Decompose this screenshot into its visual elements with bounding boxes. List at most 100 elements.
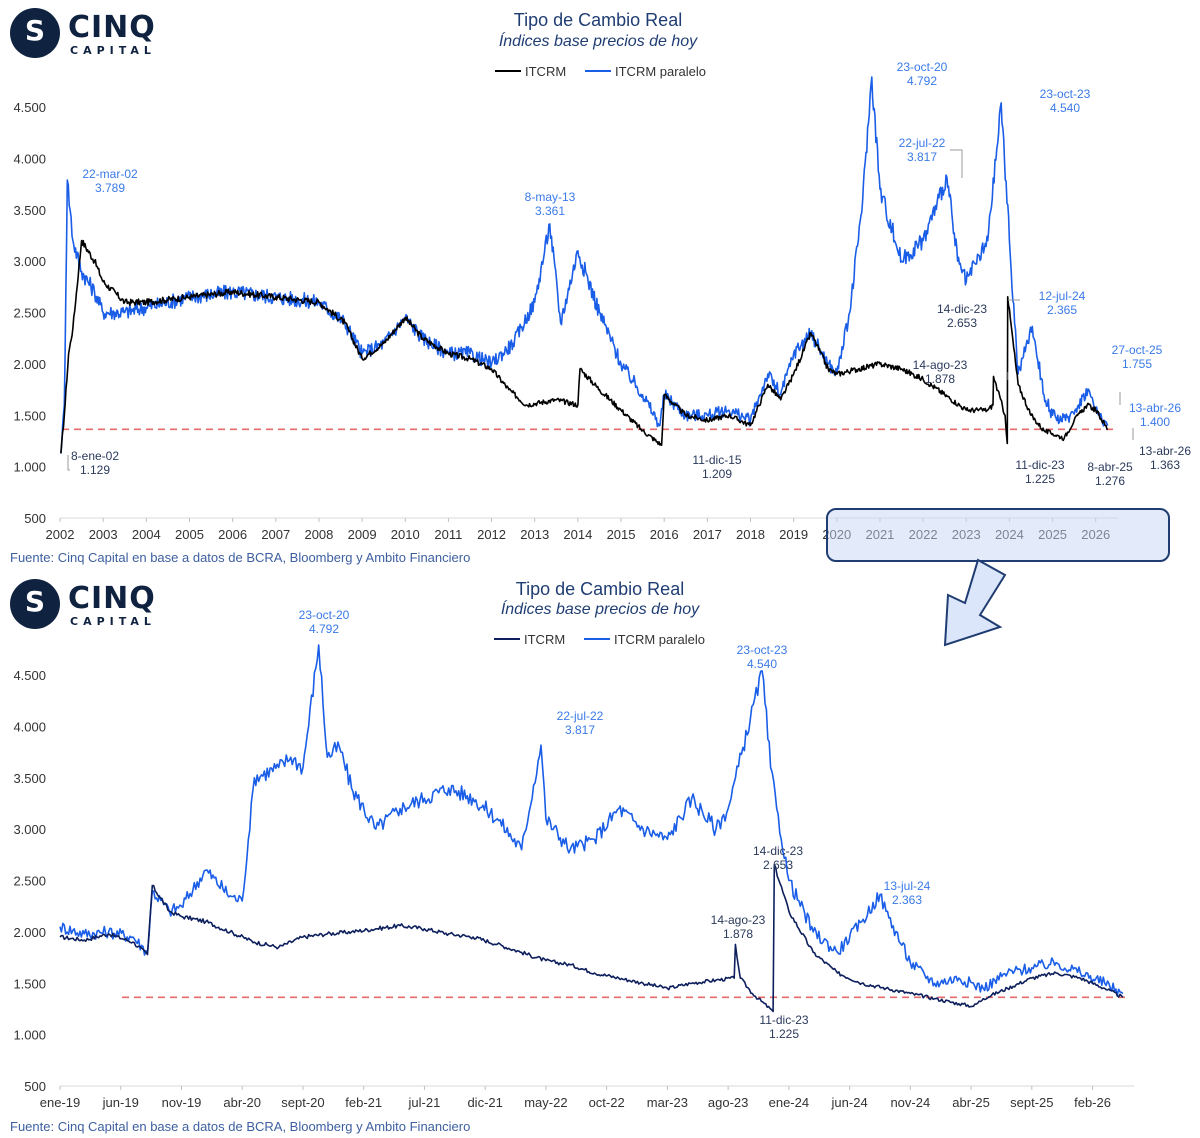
annotation-date: 8-ene-02 [71, 449, 119, 463]
annotation-date: 23-oct-20 [897, 60, 948, 74]
x-tick-label: abr-25 [952, 1095, 990, 1110]
series-itcrm [59, 864, 1124, 1013]
x-tick-label: dic-21 [467, 1095, 502, 1110]
x-tick-label: 2012 [477, 527, 506, 542]
annotation-date: 11-dic-15 [692, 453, 741, 467]
annotation-value: 4.540 [747, 657, 777, 671]
y-tick-label: 4.500 [13, 100, 46, 115]
annotation-value: 2.653 [763, 858, 793, 872]
y-tick-label: 2.500 [13, 874, 46, 889]
x-tick-label: 2014 [563, 527, 592, 542]
annotation-date: 14-ago-23 [913, 358, 968, 372]
legend-label-paralelo: ITCRM paralelo [614, 632, 705, 647]
y-tick-label: 3.000 [13, 254, 46, 269]
logo-mark-icon: S [10, 579, 60, 629]
y-tick-label: 3.000 [13, 822, 46, 837]
x-tick-label: 2006 [218, 527, 247, 542]
x-tick-label: 2003 [89, 527, 118, 542]
annotation-value: 4.540 [1050, 101, 1080, 115]
x-tick-label: ene-24 [769, 1095, 809, 1110]
x-tick-label: abr-20 [223, 1095, 261, 1110]
logo-subtitle: CAPITAL [70, 44, 156, 57]
y-tick-label: 4.000 [13, 151, 46, 166]
annotation-value: 2.363 [892, 893, 922, 907]
x-tick-label: sept-25 [1010, 1095, 1053, 1110]
chart-panel-zoom: S CINQ CAPITAL Tipo de Cambio Real Índic… [0, 569, 1200, 1138]
y-tick-label: 3.500 [13, 771, 46, 786]
annotation-value: 3.817 [907, 150, 937, 164]
legend-label-itcrm: ITCRM [525, 64, 566, 79]
annotation-date: 27-oct-25 [1112, 343, 1163, 357]
legend-label-itcrm: ITCRM [524, 632, 565, 647]
x-tick-label: ago-23 [708, 1095, 748, 1110]
annotation-date: 22-mar-02 [82, 167, 138, 181]
annotation-date: 13-jul-24 [884, 879, 931, 893]
annotation-date: 14-dic-23 [753, 844, 803, 858]
x-tick-label: 2013 [520, 527, 549, 542]
cinq-logo-bottom: S CINQ CAPITAL [10, 579, 170, 635]
series-itcrm-paralelo [60, 76, 1109, 454]
x-tick-label: 2011 [434, 527, 462, 542]
annotation-date: 8-may-13 [525, 190, 576, 204]
annotation-leader-line [950, 149, 963, 178]
y-tick-label: 1.000 [13, 460, 46, 475]
annotation-date: 8-abr-25 [1087, 460, 1133, 474]
annotation-date: 23-oct-20 [299, 608, 350, 622]
annotation-value: 1.225 [1025, 472, 1055, 486]
source-note: Fuente: Cinq Capital en base a datos de … [10, 550, 471, 565]
annotation-value: 1.400 [1140, 415, 1170, 429]
x-tick-label: 2007 [261, 527, 290, 542]
annotation-value: 2.653 [947, 316, 977, 330]
annotation-value: 1.363 [1150, 458, 1180, 472]
zoom-highlight-box [826, 508, 1170, 562]
chart-subtitle: Índices base precios de hoy [498, 33, 698, 50]
x-tick-label: feb-26 [1074, 1095, 1111, 1110]
x-tick-label: jun-19 [102, 1095, 139, 1110]
x-tick-label: 2019 [779, 527, 808, 542]
annotation-leader-line [67, 455, 70, 471]
y-tick-label: 4.500 [13, 668, 46, 683]
annotation-value: 4.792 [907, 74, 937, 88]
annotation-date: 23-oct-23 [737, 643, 788, 657]
annotation-date: 23-oct-23 [1040, 87, 1091, 101]
x-tick-label: sept-20 [281, 1095, 324, 1110]
x-tick-label: oct-22 [589, 1095, 625, 1110]
annotation-date: 11-dic-23 [759, 1013, 808, 1027]
series-itcrm [60, 239, 1108, 454]
x-tick-label: 2009 [348, 527, 377, 542]
cinq-logo: S CINQ CAPITAL [10, 8, 170, 64]
chart-subtitle-bottom: Índices base precios de hoy [500, 601, 700, 618]
chart-title-bottom: Tipo de Cambio Real [515, 579, 685, 599]
annotation-value: 1.878 [925, 372, 955, 386]
zoom-arrow-icon [943, 558, 1007, 647]
x-tick-label: 2002 [46, 527, 75, 542]
line-chart-full: 500 1.000 1.500 2.000 2.500 3.000 3.500 4.000 4.… [13, 60, 1191, 542]
y-tick-label: 1.500 [13, 976, 46, 991]
annotation-date: 14-ago-23 [711, 913, 766, 927]
x-tick-label: 2017 [693, 527, 722, 542]
annotation-date: 22-jul-22 [557, 709, 604, 723]
x-tick-label: nov-19 [162, 1095, 202, 1110]
y-tick-label: 3.500 [13, 203, 46, 218]
x-tick-label: ene-19 [40, 1095, 80, 1110]
logo-name: CINQ [68, 581, 156, 616]
annotation-value: 1.225 [769, 1027, 799, 1041]
logo-subtitle: CAPITAL [70, 615, 156, 628]
annotation-date: 11-dic-23 [1015, 458, 1064, 472]
annotation-value: 1.755 [1122, 357, 1152, 371]
y-tick-label: 2.000 [13, 925, 46, 940]
y-tick-label: 2.000 [13, 357, 46, 372]
x-tick-label: feb-21 [345, 1095, 382, 1110]
y-tick-label: 1.500 [13, 408, 46, 423]
x-tick-label: nov-24 [890, 1095, 930, 1110]
annotation-value: 1.209 [702, 467, 732, 481]
annotation-value: 3.789 [95, 181, 125, 195]
x-tick-label: 2004 [132, 527, 161, 542]
y-tick-label: 1.000 [13, 1028, 46, 1043]
y-tick-label: 500 [24, 511, 46, 526]
x-tick-label: jul-21 [408, 1095, 441, 1110]
x-tick-label: may-22 [524, 1095, 567, 1110]
x-tick-label: 2005 [175, 527, 204, 542]
series-itcrm-paralelo [59, 644, 1124, 996]
x-tick-label: 2008 [304, 527, 333, 542]
